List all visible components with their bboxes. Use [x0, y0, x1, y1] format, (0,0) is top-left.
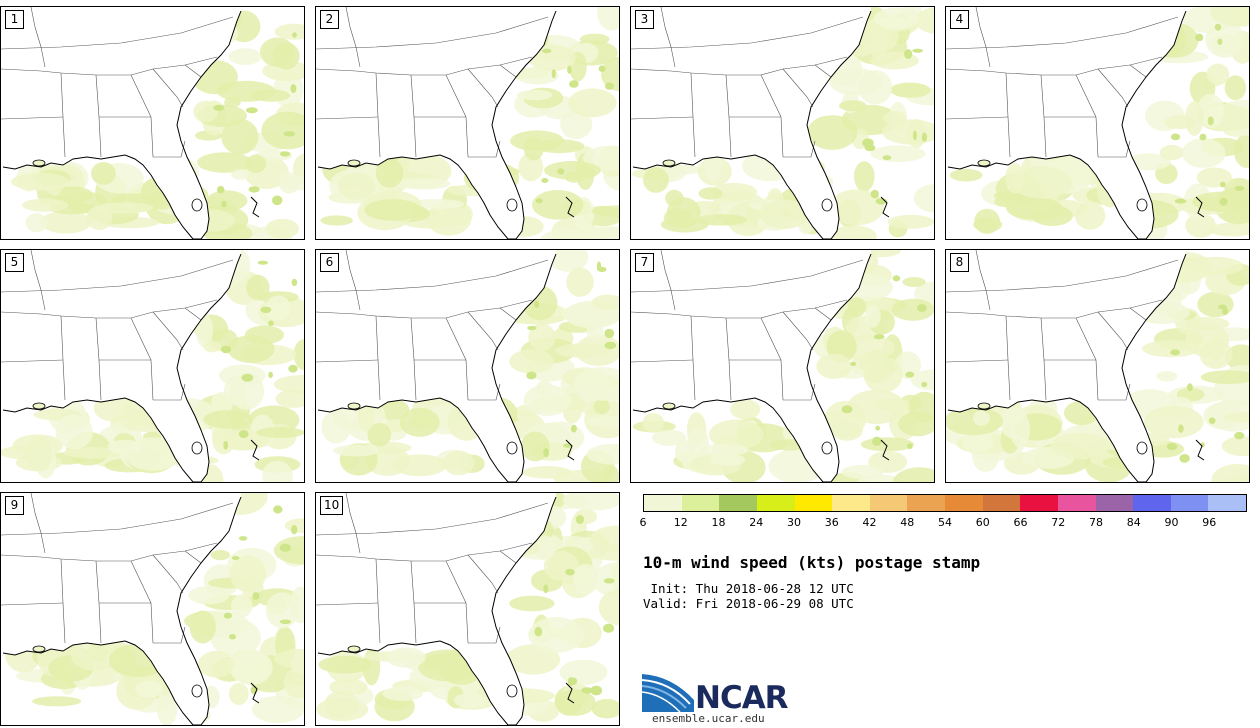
- logo-url: ensemble.ucar.edu: [652, 712, 765, 725]
- colorbar-swatch: [719, 495, 757, 511]
- member-number: 4: [950, 10, 969, 29]
- ensemble-member-map: 7: [630, 249, 935, 483]
- member-number: 6: [320, 253, 339, 272]
- ensemble-member-map: 5: [0, 249, 305, 483]
- member-number: 5: [5, 253, 24, 272]
- ensemble-member-map: 2: [315, 6, 620, 240]
- ensemble-member-map: 10: [315, 492, 620, 726]
- map-svg: [631, 7, 934, 239]
- logo-text: NCAR: [695, 680, 789, 716]
- colorbar-swatch: [1095, 495, 1134, 511]
- colorbar-tick-label: 90: [1164, 516, 1179, 529]
- colorbar-swatch: [907, 495, 945, 511]
- map-svg: [946, 7, 1249, 239]
- colorbar-tick-label: 36: [824, 516, 839, 529]
- map-svg: [946, 250, 1249, 482]
- colorbar-swatch: [869, 495, 908, 511]
- member-number: 9: [5, 496, 24, 515]
- member-number: 8: [950, 253, 969, 272]
- colorbar-tick-label: 72: [1051, 516, 1066, 529]
- colorbar-tick-label: 24: [749, 516, 764, 529]
- colorbar-tick-label: 18: [711, 516, 726, 529]
- colorbar-tick-label: 12: [673, 516, 688, 529]
- ensemble-member-map: 1: [0, 6, 305, 240]
- init-time: Init: Thu 2018-06-28 12 UTC: [643, 581, 854, 596]
- member-number: 10: [320, 496, 344, 515]
- colorbar-tick-label: 78: [1089, 516, 1103, 529]
- ncar-logo-icon: [642, 674, 694, 713]
- ensemble-member-map: 3: [630, 6, 935, 240]
- colorbar-swatch: [832, 495, 870, 511]
- chart-title: 10-m wind speed (kts) postage stamp: [643, 553, 981, 572]
- colorbar-swatch: [982, 495, 1021, 511]
- map-svg: [316, 7, 619, 239]
- member-number: 3: [635, 10, 654, 29]
- colorbar-tick-label: 96: [1202, 516, 1217, 529]
- member-number: 2: [320, 10, 339, 29]
- member-number: 7: [635, 253, 654, 272]
- colorbar-swatch: [1020, 495, 1058, 511]
- colorbar-tick-label: 66: [1013, 516, 1028, 529]
- colorbar-swatch: [1133, 495, 1171, 511]
- ensemble-member-map: 9: [0, 492, 305, 726]
- colorbar-swatch: [945, 495, 983, 511]
- colorbar-swatch: [756, 495, 795, 511]
- member-number: 1: [5, 10, 24, 29]
- ensemble-member-map: 8: [945, 249, 1250, 483]
- map-svg: [316, 493, 619, 725]
- colorbar-swatch: [1208, 495, 1246, 511]
- colorbar-swatch: [681, 495, 720, 511]
- map-svg: [1, 250, 304, 482]
- colorbar-tick-label: 60: [975, 516, 990, 529]
- colorbar-ticks: 6 12 18 24 30 36 42 48 54 60 66 72 78 84 90 96: [639, 516, 1247, 530]
- map-svg: [316, 250, 619, 482]
- valid-time: Valid: Fri 2018-06-29 08 UTC: [643, 596, 854, 611]
- colorbar-tick-label: 30: [787, 516, 801, 529]
- colorbar-tick-label: 84: [1126, 516, 1141, 529]
- colorbar-swatch: [1170, 495, 1209, 511]
- colorbar-tick-label: 6: [639, 516, 647, 529]
- colorbar-swatch: [644, 495, 682, 511]
- colorbar-tick-label: 48: [900, 516, 915, 529]
- ensemble-member-map: 4: [945, 6, 1250, 240]
- colorbar-tick-label: 42: [862, 516, 877, 529]
- colorbar-tick-label: 54: [938, 516, 952, 529]
- ensemble-member-map: 6: [315, 249, 620, 483]
- map-svg: [1, 493, 304, 725]
- map-svg: [1, 7, 304, 239]
- colorbar-swatch: [1057, 495, 1096, 511]
- colorbar: [643, 494, 1247, 512]
- colorbar-swatch: [794, 495, 833, 511]
- map-svg: [631, 250, 934, 482]
